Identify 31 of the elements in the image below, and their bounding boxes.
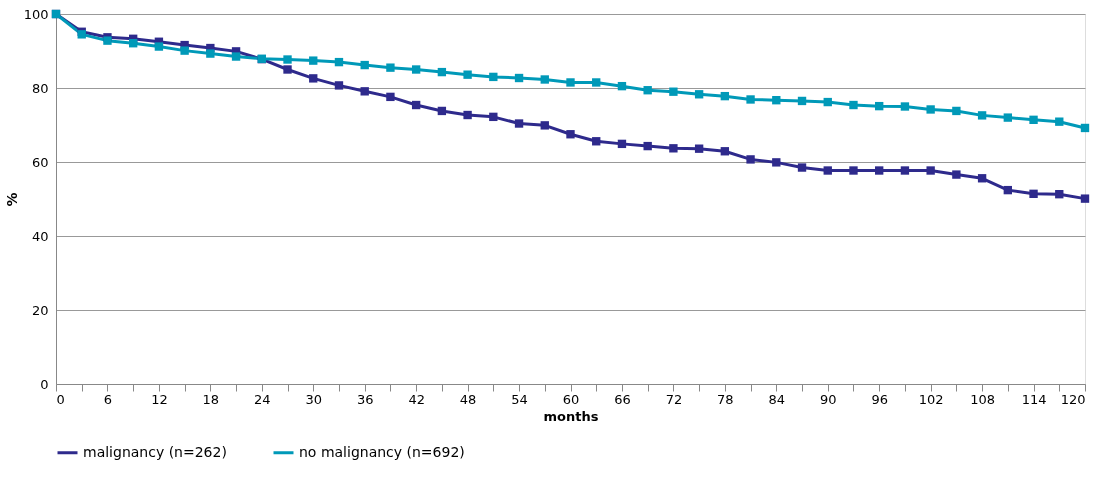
x-tick-label: 30 xyxy=(305,391,323,407)
x-tick-label: 120 xyxy=(1060,391,1086,407)
x-tick-label: 108 xyxy=(970,391,996,407)
x-tick-label: 90 xyxy=(819,391,837,407)
x-tick-label: 66 xyxy=(614,391,631,407)
x-tick-label: 72 xyxy=(665,391,683,407)
x-tick-label: 18 xyxy=(202,391,220,407)
y-tick-label: 20 xyxy=(31,302,49,318)
x-tick-label: 0 xyxy=(56,391,65,407)
x-tick-label: 54 xyxy=(511,391,528,407)
y-tick-label: 80 xyxy=(31,80,49,96)
x-axis-title: months xyxy=(543,408,599,424)
x-tick-label: 60 xyxy=(562,391,580,407)
y-axis-title: % xyxy=(3,192,20,207)
x-tick-label: 84 xyxy=(768,391,786,407)
x-tick-label: 102 xyxy=(918,391,944,407)
y-tick-label: 60 xyxy=(31,154,49,170)
x-tick-label: 114 xyxy=(1021,391,1047,407)
y-tick-label: 100 xyxy=(23,6,49,22)
x-tick-label: 36 xyxy=(356,391,374,407)
x-tick-label: 96 xyxy=(871,391,888,407)
x-tick-label: 42 xyxy=(408,391,425,407)
x-tick-label: 6 xyxy=(103,391,113,407)
x-tick-label: 24 xyxy=(254,391,271,407)
legend-label: malignancy (n=262) xyxy=(83,443,227,460)
legend-label: no malignancy (n=692) xyxy=(299,443,465,460)
x-tick-label: 78 xyxy=(717,391,734,407)
y-tick-label: 40 xyxy=(31,228,49,244)
y-tick-label: 0 xyxy=(40,376,49,392)
x-tick-label: 12 xyxy=(151,391,168,407)
x-tick-label: 48 xyxy=(459,391,477,407)
